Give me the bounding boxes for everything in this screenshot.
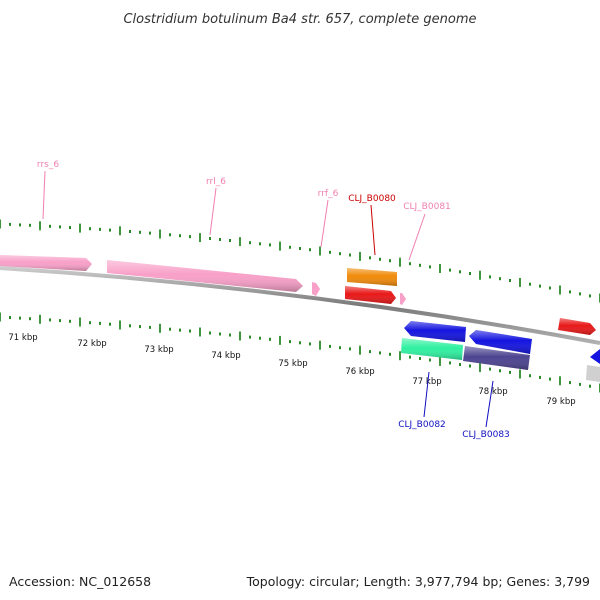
connector-rrs-6 xyxy=(42,170,46,220)
connector-clj-b0080 xyxy=(370,204,376,256)
forward-features xyxy=(0,255,596,335)
gene-small-pink-arrow[interactable] xyxy=(400,293,406,305)
tick-row-forward xyxy=(0,219,600,303)
label-rrs-6[interactable]: rrs_6 xyxy=(37,160,59,170)
label-connectors xyxy=(42,170,494,428)
scale-label-78: 78 kbp xyxy=(478,387,507,397)
scale-label-73: 73 kbp xyxy=(144,345,173,355)
scale-label-74: 74 kbp xyxy=(211,351,240,361)
scale-label-77: 77 kbp xyxy=(412,377,441,387)
scale-label-72: 72 kbp xyxy=(77,339,106,349)
connector-rrl-6 xyxy=(209,187,217,236)
tick-row-reverse xyxy=(0,312,600,393)
label-clj-b0082[interactable]: CLJ_B0082 xyxy=(398,420,446,430)
gene-rrs-6-shade xyxy=(0,255,92,271)
connector-clj-b0083 xyxy=(485,380,494,428)
scale-label-76: 76 kbp xyxy=(345,367,374,377)
label-clj-b0081[interactable]: CLJ_B0081 xyxy=(403,202,451,212)
gene-clj-b0082-shade xyxy=(401,338,463,360)
gene-blue-right-shade xyxy=(469,330,532,354)
gene-clj-b0083-shade xyxy=(463,346,530,370)
label-rrl-6[interactable]: rrl_6 xyxy=(206,177,226,187)
connector-clj-b0082 xyxy=(423,371,430,418)
gene-gray-right-edge[interactable] xyxy=(586,365,600,382)
reverse-features xyxy=(401,321,600,382)
gene-rrl-6-shade xyxy=(107,260,303,292)
gene-blue-left-shade xyxy=(404,321,466,342)
gene-blue-right-edge[interactable] xyxy=(590,349,600,364)
gene-rrf-6[interactable] xyxy=(312,282,320,296)
label-rrf-6[interactable]: rrf_6 xyxy=(318,189,339,199)
genome-backbone xyxy=(0,266,600,345)
accession-text: Accession: NC_012658 xyxy=(9,574,151,589)
scale-labels: 71 kbp 72 kbp 73 kbp 74 kbp 75 kbp 76 kb… xyxy=(8,333,575,407)
map-title: Clostridium botulinum Ba4 str. 657, comp… xyxy=(123,12,476,27)
scale-label-71: 71 kbp xyxy=(8,333,37,343)
scale-label-75: 75 kbp xyxy=(278,359,307,369)
gene-clj-b0081-shade xyxy=(345,286,396,304)
gene-clj-b0080-shade xyxy=(347,268,397,286)
label-clj-b0083[interactable]: CLJ_B0083 xyxy=(462,430,510,440)
connector-clj-b0081 xyxy=(408,213,426,261)
connector-rrf-6 xyxy=(320,199,329,248)
genome-summary-text: Topology: circular; Length: 3,977,794 bp… xyxy=(246,574,590,589)
gene-red-right-edge-shade xyxy=(558,318,596,335)
label-clj-b0080[interactable]: CLJ_B0080 xyxy=(348,194,396,204)
feature-labels: rrs_6 rrl_6 rrf_6 CLJ_B0080 CLJ_B0081 CL… xyxy=(37,160,510,440)
scale-label-79: 79 kbp xyxy=(546,397,575,407)
